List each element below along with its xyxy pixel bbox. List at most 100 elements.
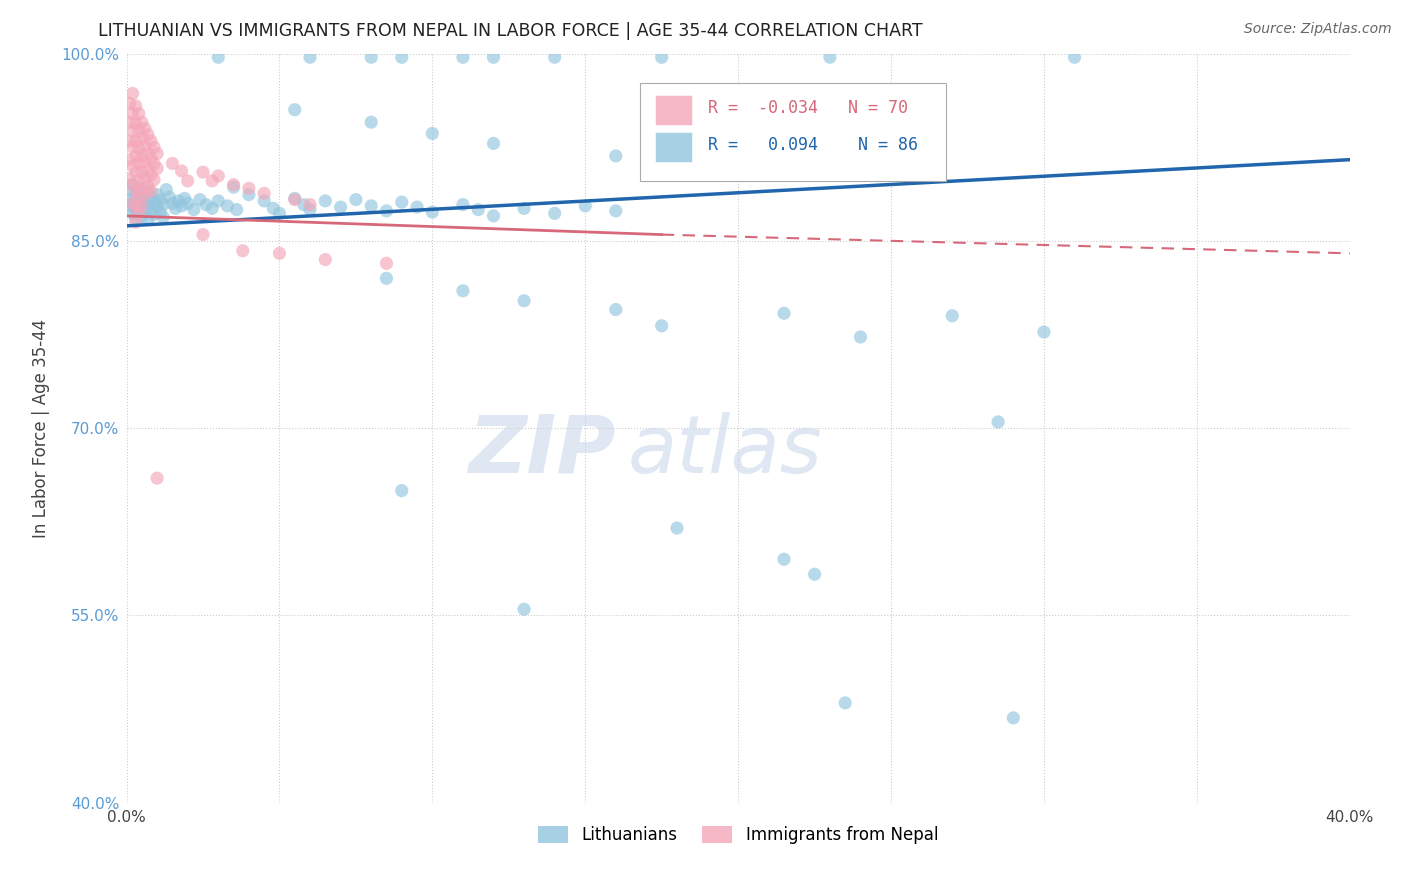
Point xyxy=(155,183,177,197)
Point xyxy=(131,200,153,214)
Point xyxy=(422,127,444,141)
Point xyxy=(136,197,159,211)
Text: R =  -0.034   N = 70: R = -0.034 N = 70 xyxy=(707,99,907,117)
Point xyxy=(803,567,825,582)
Point xyxy=(121,124,143,138)
Point xyxy=(146,471,169,485)
Point xyxy=(360,199,382,213)
Point xyxy=(299,197,322,211)
Point xyxy=(125,165,148,179)
Point xyxy=(262,202,284,216)
Point xyxy=(183,202,205,217)
Point xyxy=(167,194,190,208)
Point xyxy=(118,184,141,198)
Point xyxy=(451,50,474,64)
Point xyxy=(232,244,254,258)
Point xyxy=(292,197,315,211)
Point xyxy=(136,184,159,198)
Point xyxy=(134,171,156,186)
Text: ZIP: ZIP xyxy=(468,411,616,490)
Point xyxy=(152,210,174,224)
Point xyxy=(177,196,200,211)
Point xyxy=(375,256,398,270)
Point xyxy=(284,191,307,205)
Point xyxy=(375,203,398,218)
Point xyxy=(543,50,565,64)
Point xyxy=(157,190,180,204)
Point xyxy=(143,156,166,170)
Point xyxy=(118,153,141,167)
Point xyxy=(406,200,429,214)
Point xyxy=(360,50,382,64)
Point xyxy=(422,205,444,219)
Point xyxy=(467,202,489,217)
Point xyxy=(125,199,148,213)
Point xyxy=(134,193,156,207)
Point xyxy=(121,196,143,211)
Point xyxy=(118,134,141,148)
FancyBboxPatch shape xyxy=(655,95,692,125)
Point xyxy=(143,140,166,154)
Point xyxy=(136,162,159,177)
Point xyxy=(482,209,505,223)
Point xyxy=(513,293,536,308)
Point xyxy=(128,156,150,170)
Point xyxy=(170,164,193,178)
Point xyxy=(191,165,214,179)
Point xyxy=(299,50,322,64)
Point xyxy=(284,103,307,117)
Point xyxy=(131,199,153,213)
Point xyxy=(375,271,398,285)
Point xyxy=(128,124,150,138)
Point xyxy=(195,197,218,211)
Point xyxy=(128,203,150,218)
Point xyxy=(118,199,141,213)
Point xyxy=(391,50,413,64)
Point xyxy=(651,318,673,333)
Point xyxy=(131,210,153,224)
Point xyxy=(143,195,166,210)
Point xyxy=(314,194,336,208)
Point xyxy=(149,205,172,219)
Point xyxy=(136,212,159,227)
Point xyxy=(605,149,627,163)
Point xyxy=(574,199,596,213)
FancyBboxPatch shape xyxy=(655,132,692,162)
Point xyxy=(513,202,536,216)
Point xyxy=(727,161,749,176)
Point xyxy=(121,87,143,101)
Point xyxy=(134,139,156,153)
Point xyxy=(139,152,162,166)
Point xyxy=(136,128,159,142)
Legend: Lithuanians, Immigrants from Nepal: Lithuanians, Immigrants from Nepal xyxy=(531,819,945,851)
Point xyxy=(177,174,200,188)
Point xyxy=(344,193,367,207)
Point xyxy=(125,99,148,113)
Point xyxy=(128,106,150,120)
Point xyxy=(314,252,336,267)
Point xyxy=(222,178,245,192)
Point xyxy=(139,202,162,217)
Point xyxy=(269,246,291,260)
Point xyxy=(121,106,143,120)
Point xyxy=(217,199,239,213)
Point xyxy=(131,115,153,129)
Point xyxy=(136,178,159,193)
Point xyxy=(191,227,214,242)
Point xyxy=(162,196,184,211)
Point xyxy=(253,186,276,201)
Point xyxy=(131,189,153,203)
Point xyxy=(201,174,224,188)
Point xyxy=(131,165,153,179)
Point xyxy=(125,186,148,201)
Point xyxy=(146,161,169,176)
Point xyxy=(139,168,162,182)
Point xyxy=(118,193,141,207)
Point xyxy=(131,149,153,163)
Point xyxy=(207,169,229,183)
Point xyxy=(329,200,352,214)
Point xyxy=(651,50,673,64)
Point xyxy=(121,178,143,192)
Point xyxy=(125,211,148,226)
Point xyxy=(543,206,565,220)
